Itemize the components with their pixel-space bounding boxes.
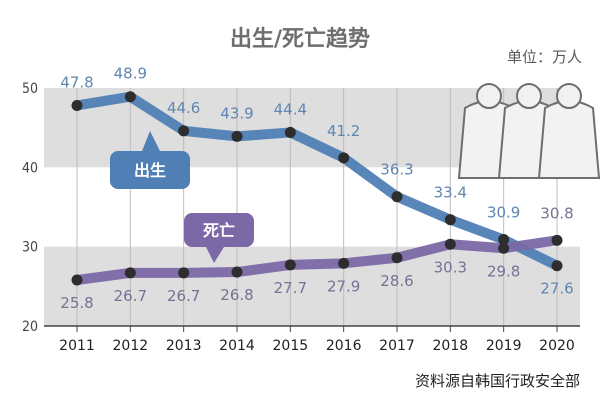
data-point	[284, 126, 296, 138]
data-point	[231, 130, 243, 142]
data-point	[124, 267, 136, 279]
y-tick-label: 30	[22, 240, 38, 256]
legend-birth-callout: 出生	[110, 131, 190, 189]
data-point	[444, 214, 456, 226]
data-label: 48.9	[114, 65, 147, 83]
legend-death-label: 死亡	[203, 221, 235, 240]
data-point	[444, 238, 456, 250]
data-label: 25.8	[60, 294, 93, 312]
data-point	[284, 259, 296, 271]
y-axis-ticks: 50 40 30 20	[22, 81, 38, 335]
y-tick-label: 50	[22, 81, 38, 97]
data-point	[551, 260, 563, 272]
data-point	[498, 234, 510, 246]
x-tick-label: 2011	[59, 338, 95, 354]
x-tick-label: 2020	[539, 338, 575, 354]
data-label: 26.7	[167, 287, 200, 305]
x-tick-label: 2017	[379, 338, 415, 354]
data-point	[551, 234, 563, 246]
data-point	[231, 266, 243, 278]
legend-death-callout: 死亡	[184, 213, 254, 263]
data-point	[391, 191, 403, 203]
x-tick-label: 2018	[433, 338, 469, 354]
data-point	[71, 274, 83, 286]
data-label: 27.9	[327, 277, 360, 295]
data-point	[178, 125, 190, 137]
data-point	[178, 267, 190, 279]
data-point	[391, 252, 403, 264]
x-tick-label: 2012	[113, 338, 149, 354]
data-point	[498, 242, 510, 254]
data-label: 27.7	[274, 279, 307, 297]
legend-birth-label: 出生	[134, 161, 166, 180]
data-label: 30.3	[434, 258, 467, 276]
data-label: 43.9	[220, 104, 253, 122]
data-point	[71, 99, 83, 111]
data-label: 33.4	[434, 184, 467, 202]
data-label: 29.8	[487, 262, 520, 280]
data-label: 28.6	[380, 272, 413, 290]
x-tick-label: 2015	[273, 338, 309, 354]
y-tick-label: 20	[22, 319, 38, 335]
source-note: 资料源自韩国行政安全部	[415, 372, 580, 390]
series-line-death	[72, 235, 562, 285]
data-label: 26.8	[220, 286, 253, 304]
people-icon	[457, 83, 600, 179]
data-label: 30.9	[487, 204, 520, 222]
series-lines	[72, 91, 562, 285]
y-tick-label: 40	[22, 160, 38, 176]
data-point	[338, 257, 350, 269]
data-label: 30.8	[540, 204, 573, 222]
data-label: 27.6	[540, 280, 573, 298]
x-tick-label: 2013	[166, 338, 202, 354]
data-label: 26.7	[114, 287, 147, 305]
x-tick-label: 2014	[219, 338, 255, 354]
data-labels: 47.8 48.9 44.6 43.9 44.4 41.2 36.3 33.4 30.9 27.6…	[60, 65, 573, 312]
data-label: 44.6	[167, 99, 200, 117]
series-line-birth	[72, 91, 562, 271]
data-label: 36.3	[380, 161, 413, 179]
chart-title: 出生/死亡趋势	[230, 26, 370, 52]
x-axis-ticks: 2011 2012 2013 2014 2015 2016 2017 2018 2019 2020	[59, 326, 575, 354]
data-point	[338, 152, 350, 164]
unit-label: 单位：万人	[507, 48, 582, 66]
series-points	[71, 91, 563, 286]
data-point	[124, 91, 136, 103]
data-label: 44.4	[274, 100, 307, 118]
x-tick-label: 2016	[326, 338, 362, 354]
data-label: 47.8	[60, 73, 93, 91]
data-label: 41.2	[327, 122, 360, 140]
x-tick-label: 2019	[486, 338, 522, 354]
